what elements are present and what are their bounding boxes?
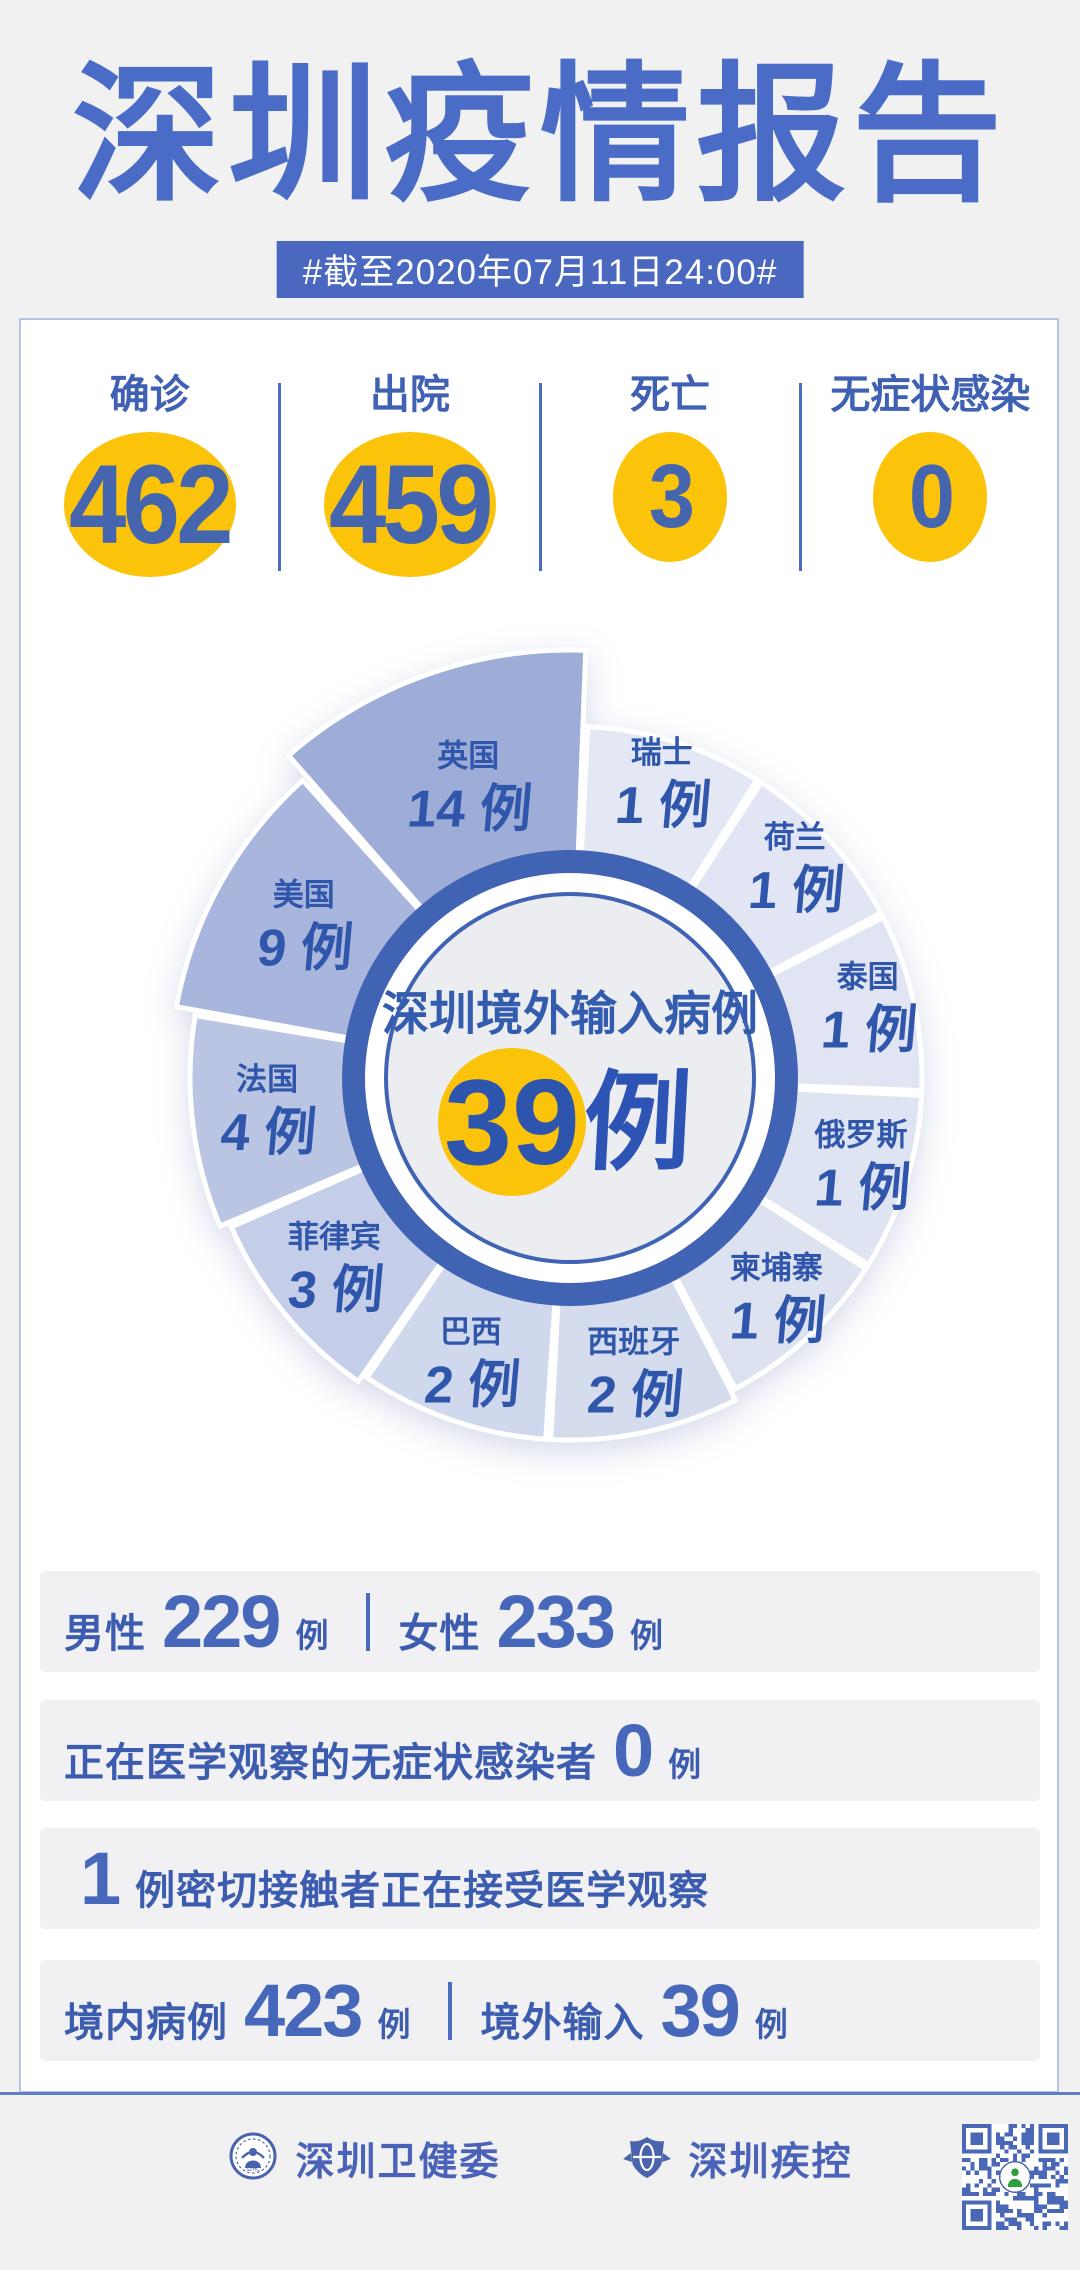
footer-org-name: 深圳卫健委 <box>295 2140 501 2184</box>
row-unit: 例 <box>754 2006 788 2043</box>
summary-value-circle: 459 <box>323 432 496 577</box>
row-label: 女性 <box>398 1612 481 1656</box>
summary-divider <box>538 382 542 571</box>
rose-center-title: 深圳境外输入病例 <box>382 987 758 1040</box>
close-contacts-row: 1 例密切接触者正在接受医学观察 <box>40 1828 1040 1929</box>
slice-country-label: 柬埔寨 <box>730 1251 823 1286</box>
slice-country-label: 泰国 <box>837 960 899 995</box>
summary-label: 确诊 <box>109 373 190 417</box>
row-divider <box>448 1981 453 2040</box>
imported-cases-rose-chart: 瑞士 1 例荷兰 1 例泰国 1 例俄罗斯 1 例柬埔寨 1 例西班牙 2 例巴西 2 例菲律… <box>110 618 1030 1538</box>
slice-value-label: 9 例 <box>255 919 355 977</box>
slice-value-label: 1 例 <box>613 777 713 835</box>
summary-label: 死亡 <box>630 373 711 417</box>
page-title: 深圳疫情报告 <box>71 51 1008 219</box>
slice-country-label: 瑞士 <box>631 735 693 770</box>
row-num: 1 <box>80 1837 121 1920</box>
footer-org: 深圳疾控 <box>621 2130 853 2187</box>
slice-value-label: 1 例 <box>812 1159 912 1217</box>
slice-country-label: 美国 <box>273 877 335 912</box>
row-num: 0 <box>613 1709 654 1792</box>
summary-item-3: 死亡 3 <box>542 362 799 577</box>
row-label: 男性 <box>64 1612 146 1656</box>
qr-code-svg <box>962 2124 1068 2230</box>
footer: SZHC 深圳卫健委 深圳疾控 <box>0 2130 1080 2187</box>
summary-stats: 确诊 462 出院 459 死亡 3 无症状感染 0 <box>21 362 1059 577</box>
slice-country-label: 俄罗斯 <box>814 1117 908 1152</box>
summary-value: 3 <box>648 446 695 547</box>
slice-country-label: 英国 <box>437 739 499 774</box>
row-content: 境内病例 423 例 境外输入 39 例 <box>64 1968 798 2053</box>
row-label: 境外输入 <box>480 2001 645 2045</box>
row-content: 男性 229 例 女性 233 例 <box>64 1579 673 1664</box>
slice-country-label: 菲律宾 <box>288 1220 381 1255</box>
summary-value-circle: 0 <box>873 432 988 562</box>
summary-label: 无症状感染 <box>830 373 1031 417</box>
slice-country-label: 西班牙 <box>587 1324 680 1359</box>
slice-value-label: 2 例 <box>422 1356 522 1414</box>
summary-divider <box>278 382 282 571</box>
center-total-circle <box>438 1048 586 1196</box>
gender-row: 男性 229 例 女性 233 例 <box>40 1571 1040 1672</box>
slice-value-label: 2 例 <box>585 1366 685 1424</box>
slice-country-label: 法国 <box>236 1062 298 1097</box>
slice-value-label: 1 例 <box>728 1293 828 1351</box>
summary-item-2: 出院 459 <box>281 362 538 577</box>
row-label: 境内病例 <box>64 2001 228 2045</box>
row-content: 正在医学观察的无症状感染者 0 例 <box>64 1708 711 1793</box>
rose-center-total: 39 <box>444 1054 580 1190</box>
row-num: 229 <box>162 1580 281 1663</box>
row-label: 正在医学观察的无症状感染者 <box>64 1741 597 1785</box>
rose-center-unit: 例 <box>580 1062 694 1183</box>
summary-item-4: 无症状感染 0 <box>802 362 1059 577</box>
svg-text:SZHC: SZHC <box>247 2167 261 2173</box>
summary-item-1: 确诊 462 <box>21 362 278 577</box>
slice-value-label: 14 例 <box>405 781 534 839</box>
health-commission-seal-icon: SZHC <box>227 2130 279 2187</box>
summary-label: 出院 <box>369 373 450 417</box>
row-content: 1 例密切接触者正在接受医学观察 <box>64 1836 709 1921</box>
summary-value: 462 <box>69 442 234 567</box>
row-unit: 例 <box>629 1617 663 1654</box>
rose-center: 深圳境外输入病例 39 例 <box>342 850 798 1306</box>
asymptomatic-observation-row: 正在医学观察的无症状感染者 0 例 <box>40 1700 1040 1801</box>
row-unit: 例 <box>295 1617 329 1654</box>
footer-org-name: 深圳疾控 <box>688 2140 853 2184</box>
summary-value: 459 <box>329 442 494 567</box>
summary-value-circle: 462 <box>63 432 236 577</box>
case-origin-row: 境内病例 423 例 境外输入 39 例 <box>40 1960 1040 2061</box>
summary-value-circle: 3 <box>613 432 728 562</box>
row-num: 423 <box>244 1969 363 2052</box>
slice-country-label: 巴西 <box>440 1314 502 1349</box>
summary-divider <box>798 382 802 571</box>
footer-org: SZHC 深圳卫健委 <box>227 2130 500 2187</box>
slice-value-label: 1 例 <box>746 862 846 920</box>
slice-value-label: 4 例 <box>218 1104 318 1162</box>
row-unit: 例 <box>377 2006 411 2043</box>
row-num: 233 <box>496 1580 615 1663</box>
slice-value-label: 3 例 <box>286 1262 386 1320</box>
slice-value-label: 1 例 <box>819 1002 919 1060</box>
date-badge: #截至2020年07月11日24:00# <box>276 241 804 298</box>
summary-value: 0 <box>909 446 955 547</box>
row-label: 例密切接触者正在接受医学观察 <box>135 1869 710 1913</box>
cdc-shield-icon <box>621 2130 673 2187</box>
row-divider <box>366 1592 371 1651</box>
row-num: 39 <box>660 1969 740 2052</box>
slice-country-label: 荷兰 <box>764 820 826 855</box>
qr-code <box>962 2124 1068 2230</box>
row-unit: 例 <box>668 1746 702 1783</box>
footer-divider <box>0 2092 1080 2095</box>
